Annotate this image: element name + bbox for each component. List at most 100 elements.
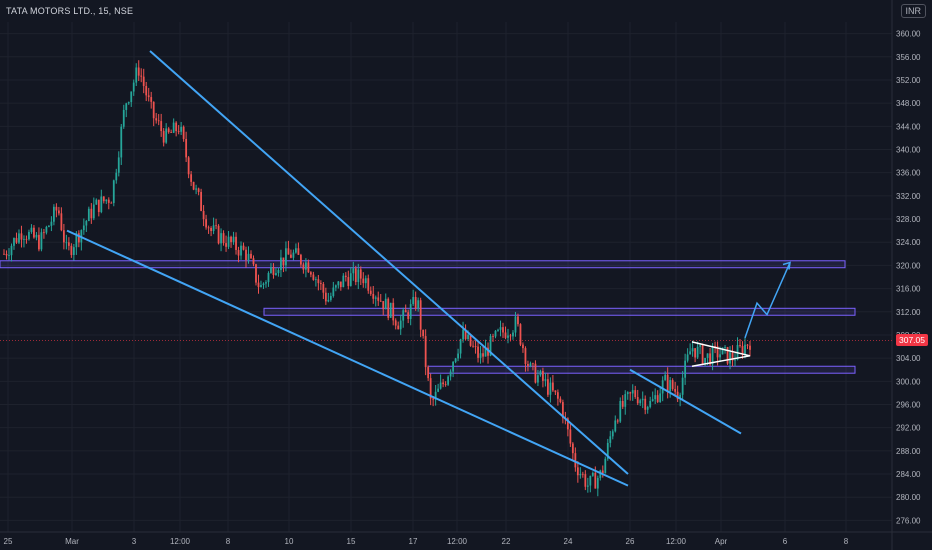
candle-body <box>97 199 100 213</box>
symbol-title: TATA MOTORS LTD., 15, NSE <box>6 6 134 16</box>
candle-body <box>706 353 709 358</box>
candle-body <box>407 312 410 319</box>
support-resistance-zone[interactable] <box>263 307 856 316</box>
candle-body <box>472 345 474 347</box>
candle-body <box>225 243 227 247</box>
candle-body <box>664 374 667 381</box>
candle-body <box>377 297 380 301</box>
candle-body <box>105 199 108 202</box>
projection-path[interactable] <box>744 262 791 339</box>
y-tick-label: 344.00 <box>896 122 921 131</box>
y-tick-label: 296.00 <box>896 401 921 410</box>
x-tick-label: 15 <box>347 537 356 546</box>
candle-body <box>137 67 140 76</box>
candle-body <box>107 199 110 203</box>
candle-body <box>689 351 692 355</box>
candle-body <box>514 316 517 333</box>
x-tick-label: 10 <box>285 537 294 546</box>
candle-body <box>267 273 270 283</box>
y-tick-label: 324.00 <box>896 238 921 247</box>
candle-body <box>746 344 749 346</box>
candle-body <box>641 398 644 401</box>
candle-body <box>589 475 592 486</box>
y-tick-label: 356.00 <box>896 53 921 62</box>
candle-body <box>50 221 53 226</box>
candle-body <box>300 254 302 265</box>
candle-body <box>434 391 437 400</box>
candle-body <box>190 174 193 182</box>
candle-body <box>414 297 417 309</box>
candle-body <box>502 327 504 333</box>
support-resistance-zone[interactable] <box>0 260 846 269</box>
y-tick-label: 328.00 <box>896 215 921 224</box>
candle-body <box>25 238 28 240</box>
candle-body <box>447 376 450 385</box>
candle-body <box>504 332 507 338</box>
trendline[interactable] <box>149 50 629 475</box>
candle-body <box>100 196 103 213</box>
candle-body <box>634 390 637 398</box>
x-tick-label: 24 <box>564 537 573 546</box>
candle-body <box>596 477 599 489</box>
pennant-pattern[interactable] <box>691 341 751 367</box>
candle-body <box>529 363 532 367</box>
candle-body <box>115 172 118 181</box>
candle-body <box>75 233 78 248</box>
candle-body <box>20 233 23 240</box>
candle-body <box>150 97 153 102</box>
x-tick-label: 3 <box>132 537 137 546</box>
candle-body <box>694 348 697 358</box>
candle-body <box>337 281 340 286</box>
candle-body <box>621 400 624 407</box>
candle-body <box>202 210 205 220</box>
candle-body <box>586 485 589 487</box>
candle-body <box>432 398 435 400</box>
candle-body <box>327 299 330 302</box>
candle-body <box>18 233 20 243</box>
candle-body <box>669 380 672 392</box>
candle-body <box>230 236 232 243</box>
candle-body <box>352 268 355 274</box>
candle-body <box>349 273 352 286</box>
candle-body <box>10 245 13 256</box>
candle-body <box>287 248 290 255</box>
candle-body <box>654 395 657 400</box>
trendline[interactable] <box>629 368 742 435</box>
candle-body <box>724 347 726 348</box>
candle-body <box>112 180 115 203</box>
support-resistance-zone[interactable] <box>427 365 856 374</box>
candle-body <box>556 392 559 399</box>
candle-body <box>197 188 200 192</box>
candle-body <box>497 329 499 331</box>
candle-body <box>125 103 128 110</box>
candle-body <box>45 226 48 233</box>
candle-body <box>659 393 662 402</box>
candle-body <box>394 320 397 326</box>
candle-body <box>482 353 484 357</box>
candle-body <box>714 346 716 347</box>
candle-body <box>507 335 509 338</box>
candle-body <box>285 248 287 266</box>
x-tick-label: 26 <box>626 537 635 546</box>
candle-body <box>469 334 472 346</box>
candle-body <box>282 257 285 266</box>
candle-body <box>135 67 138 83</box>
x-tick-label: 6 <box>783 537 788 546</box>
candle-body <box>147 95 150 98</box>
candle-body <box>644 398 647 410</box>
candle-body <box>70 245 73 255</box>
candle-body <box>250 253 252 259</box>
currency-badge[interactable]: INR <box>900 4 926 18</box>
candle-body <box>309 272 312 275</box>
candle-body <box>33 227 35 238</box>
candle-body <box>467 334 469 340</box>
candle-body <box>127 102 130 104</box>
trendline[interactable] <box>66 229 629 487</box>
candle-body <box>686 354 689 361</box>
candle-body <box>222 233 225 244</box>
y-tick-label: 348.00 <box>896 99 921 108</box>
last-price-tag: 307.05 <box>896 334 928 347</box>
candle-body <box>35 234 38 238</box>
candle-body <box>334 285 337 288</box>
